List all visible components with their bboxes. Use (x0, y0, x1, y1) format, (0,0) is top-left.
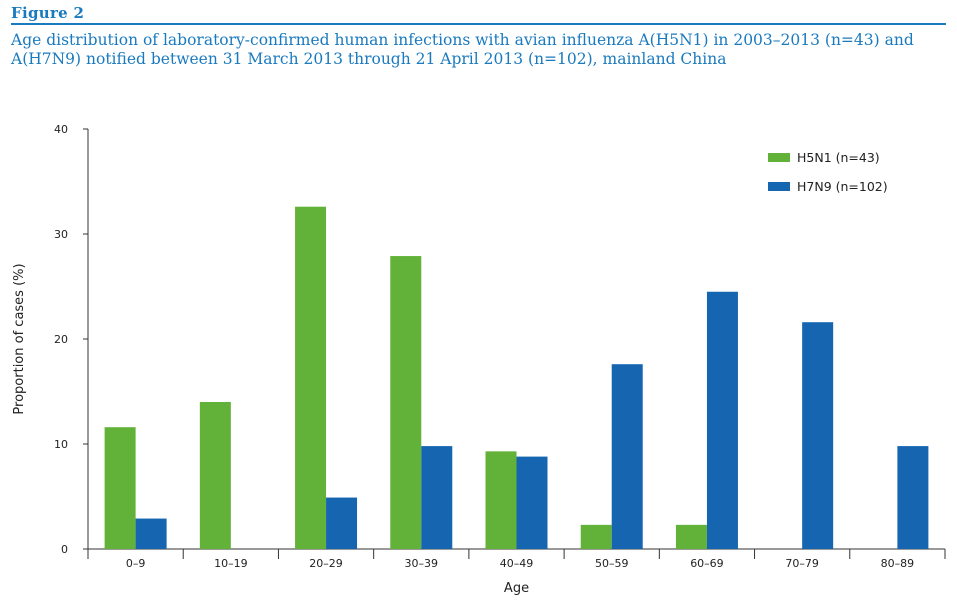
legend-label-h7n9: H7N9 (n=102) (797, 179, 888, 194)
figure-caption: Age distribution of laboratory-confirmed… (11, 31, 914, 68)
x-tick-label: 10–19 (214, 557, 248, 570)
y-tick-label: 0 (61, 543, 68, 556)
bar-h5n1 (675, 524, 707, 549)
y-tick-label: 20 (54, 333, 68, 346)
bar-h5n1 (485, 451, 517, 549)
bar-h7n9 (802, 322, 834, 549)
y-tick-label: 40 (54, 123, 68, 136)
y-tick-label: 30 (54, 228, 68, 241)
bar-h5n1 (199, 402, 231, 549)
x-tick-label: 50–59 (595, 557, 629, 570)
bar-h7n9 (516, 456, 548, 549)
legend-swatch-h7n9 (768, 182, 790, 191)
x-tick-label: 60–69 (690, 557, 724, 570)
bar-h7n9 (326, 497, 358, 549)
bar-h7n9 (706, 291, 738, 549)
bar-h5n1 (295, 206, 327, 549)
chart-bars (104, 206, 929, 549)
bar-h5n1 (580, 524, 612, 549)
x-tick-label: 20–29 (309, 557, 343, 570)
legend-swatch-h5n1 (768, 153, 790, 162)
figure-divider (11, 23, 946, 25)
bar-h5n1 (104, 427, 136, 549)
x-tick-label: 70–79 (785, 557, 819, 570)
bar-h5n1 (390, 256, 422, 549)
bar-h7n9 (897, 446, 929, 549)
x-tick-label: 80–89 (881, 557, 915, 570)
x-axis-title: Age (504, 581, 529, 596)
chart-legend: H5N1 (n=43) H7N9 (n=102) (768, 150, 888, 194)
bar-h7n9 (135, 518, 167, 549)
x-tick-label: 30–39 (405, 557, 439, 570)
figure-label: Figure 2 (11, 4, 85, 22)
bar-h7n9 (611, 364, 643, 549)
y-axis-title: Proportion of cases (%) (12, 263, 27, 414)
x-tick-label: 40–49 (500, 557, 534, 570)
y-tick-label: 10 (54, 438, 68, 451)
legend-label-h5n1: H5N1 (n=43) (797, 150, 880, 165)
chart-ticks: 0 10 20 30 40 0–9 10–19 20–29 30–39 40–49 50–59 60–… (54, 123, 946, 570)
x-tick-label: 0–9 (126, 557, 146, 570)
bar-h7n9 (421, 446, 453, 549)
